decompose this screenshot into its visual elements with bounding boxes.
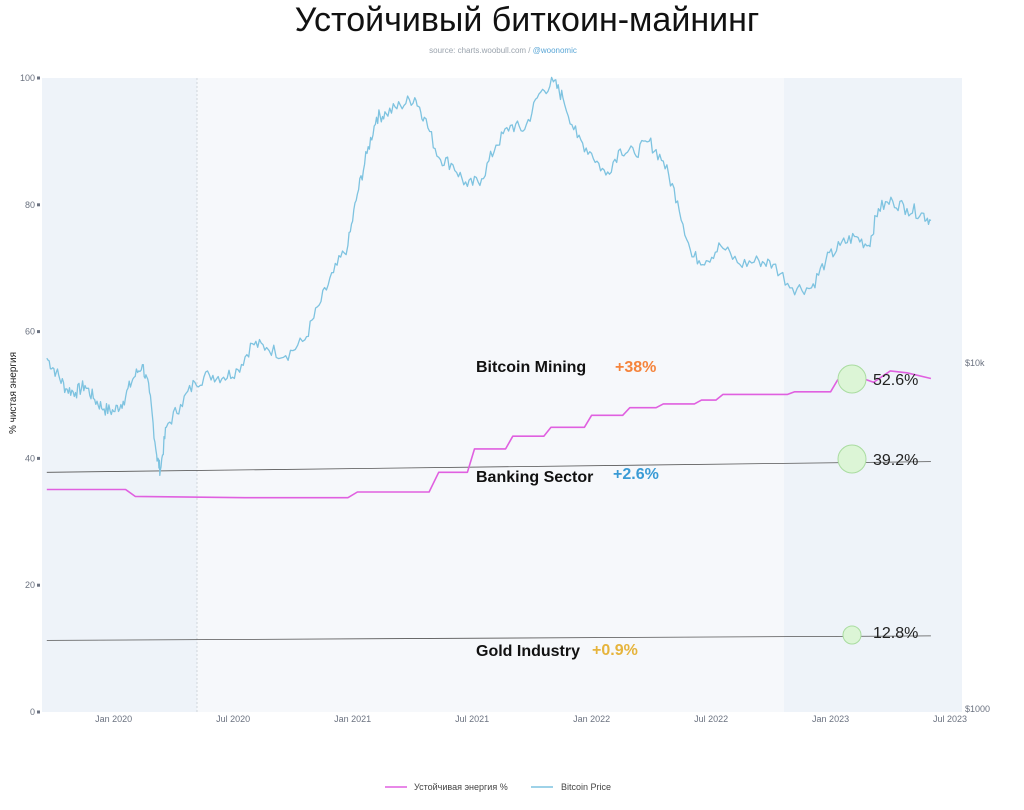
bitcoin-mining-end-marker xyxy=(837,364,867,394)
y-tick-mark xyxy=(37,583,40,587)
gold-industry-change: +0.9% xyxy=(592,642,638,659)
banking-sector-end-value: 39.2% xyxy=(873,452,918,469)
y-tick-label: 80 xyxy=(25,200,35,210)
x-tick-label: Jan 2021 xyxy=(334,714,371,724)
y2-axis-ticks: $1000 $10k xyxy=(965,358,990,714)
y-tick-mark xyxy=(37,456,40,460)
legend: Устойчивая энергия % Bitcoin Price xyxy=(385,782,611,792)
gold-industry-end-marker xyxy=(842,625,862,645)
x-tick-label: Jul 2020 xyxy=(216,714,250,724)
shaded-region xyxy=(42,78,197,712)
sustainable-energy-line xyxy=(46,370,932,499)
gold-industry-end-value: 12.8% xyxy=(873,625,918,642)
y-tick-label: 40 xyxy=(25,453,35,463)
y2-tick-label: $10k xyxy=(965,358,985,368)
y-tick-mark xyxy=(37,76,40,80)
source-text: source: charts.woobull.com / @woonomic xyxy=(429,46,577,55)
banking-sector-change: +2.6% xyxy=(613,466,659,483)
gold-industry-line xyxy=(46,635,931,641)
series-layer xyxy=(46,76,932,641)
y-tick-label: 100 xyxy=(20,73,35,83)
gold-industry-label: Gold Industry xyxy=(476,643,580,660)
x-tick-label: Jul 2021 xyxy=(455,714,489,724)
banking-sector-label: Banking Sector xyxy=(476,469,593,486)
y-axis-ticks: 0 20 40 60 80 100 xyxy=(20,73,40,717)
x-tick-label: Jul 2022 xyxy=(694,714,728,724)
y-tick-label: 20 xyxy=(25,580,35,590)
x-tick-label: Jan 2020 xyxy=(95,714,132,724)
y-axis-label: % чистая энергия xyxy=(8,352,19,434)
y-tick-label: 60 xyxy=(25,327,35,337)
source-prefix: source: charts.woobull.com / xyxy=(429,46,533,55)
y-tick-mark xyxy=(37,203,40,207)
y-tick-mark xyxy=(37,710,40,714)
bitcoin-mining-end-value: 52.6% xyxy=(873,372,918,389)
bitcoin-price-line xyxy=(46,76,932,477)
bitcoin-mining-label: Bitcoin Mining xyxy=(476,359,586,376)
x-tick-label: Jan 2022 xyxy=(573,714,610,724)
y-tick-mark xyxy=(37,330,40,334)
legend-label-sustainable[interactable]: Устойчивая энергия % xyxy=(414,782,508,792)
banking-sector-end-marker xyxy=(837,444,867,474)
source-handle[interactable]: @woonomic xyxy=(533,46,577,55)
y-tick-label: 0 xyxy=(30,707,35,717)
bitcoin-mining-change: +38% xyxy=(615,359,656,376)
legend-label-price[interactable]: Bitcoin Price xyxy=(561,782,611,792)
page-title: Устойчивый биткоин-майнинг xyxy=(295,1,760,39)
y2-tick-label: $1000 xyxy=(965,704,990,714)
x-tick-label: Jan 2023 xyxy=(812,714,849,724)
shaded-region-right xyxy=(784,78,962,712)
x-tick-label: Jul 2023 xyxy=(933,714,967,724)
banking-sector-line xyxy=(46,461,931,473)
x-axis-ticks: Jan 2020 Jul 2020 Jan 2021 Jul 2021 Jan 2022… xyxy=(95,714,967,724)
